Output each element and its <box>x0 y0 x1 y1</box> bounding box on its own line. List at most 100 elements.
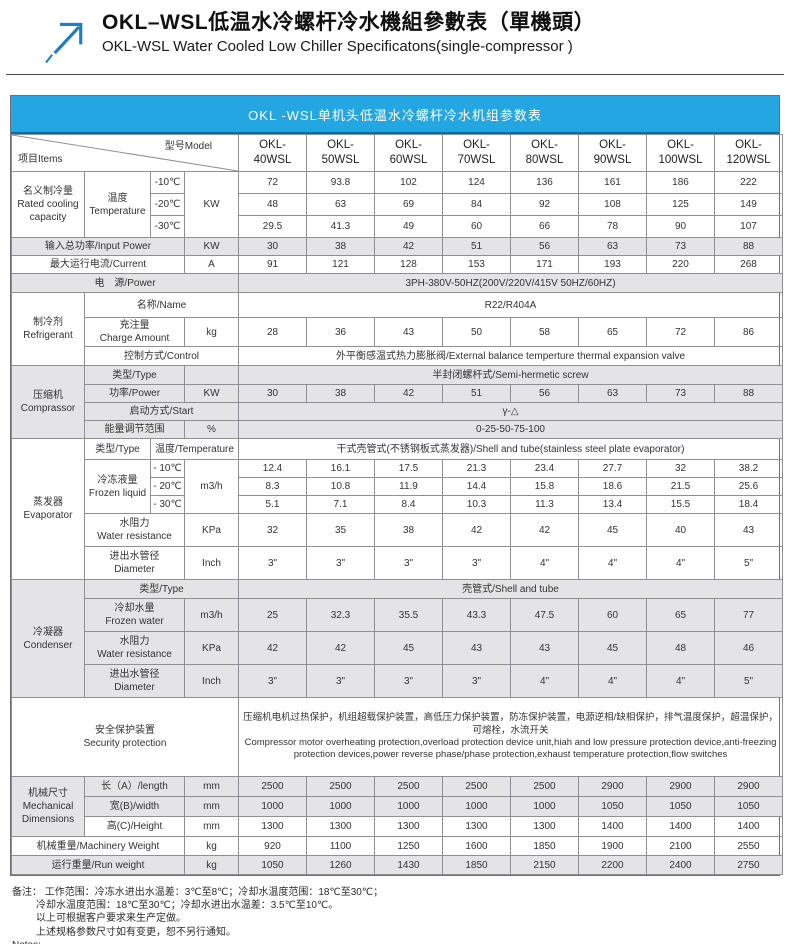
spec-cell: KPa <box>184 631 239 665</box>
spec-row: -30℃ 29.5 41.3 49 60 66 78 90 107 <box>12 215 783 238</box>
spec-cell: 启动方式/Start <box>84 402 239 421</box>
value-cell: 1000 <box>374 796 443 817</box>
spec-cell: 控制方式/Control <box>84 346 239 366</box>
value-cell: 60 <box>578 598 647 632</box>
value-cell: 5" <box>714 664 783 698</box>
spec-row: 机械尺寸 Mechanical Dimensions 长（A）/length mm 2… <box>11 776 783 837</box>
value-cell: 35 <box>306 513 375 547</box>
value-cell: 1050 <box>238 855 307 875</box>
value-cell: 108 <box>578 193 647 216</box>
note-line: Notes: <box>12 939 778 944</box>
value-cell: 2500 <box>442 776 511 797</box>
spec-cell: A <box>184 255 239 274</box>
spec-cell: 压缩机 Comprassor <box>11 365 85 439</box>
value-cell: 92 <box>510 193 579 216</box>
value-cell: 46 <box>714 631 783 665</box>
spec-cell: mm <box>184 796 239 817</box>
model-column-header: OKL- 70WSL <box>442 134 511 172</box>
spec-cell: 进出水管径 Diameter <box>84 546 185 580</box>
page-subtitle: OKL-WSL Water Cooled Low Chiller Specifi… <box>102 38 573 56</box>
spec-row: 机械重量/Machinery Weight kg 920 1100 1250 1600 18… <box>11 836 783 856</box>
spec-cell: 输入总功率/Input Power <box>11 237 185 256</box>
value-cell: 149 <box>714 193 783 216</box>
value-cell: 21.3 <box>442 459 511 478</box>
spec-cell: 制冷剂 Refrigerant <box>11 292 85 366</box>
spec-cell: 冷却水量 Frozen water <box>84 598 185 632</box>
value-cell: 14.4 <box>442 477 511 496</box>
spec-cell: - 10℃ <box>150 459 185 478</box>
value-cell: 4" <box>510 546 579 580</box>
spec-cell: kg <box>184 855 239 875</box>
model-column-header: OKL- 120WSL <box>714 134 783 172</box>
value-cell: 90 <box>646 215 715 238</box>
spec-row: 控制方式/Control 外平衡感温式热力膨胀阀/External balance… <box>12 346 783 366</box>
value-cell: 45 <box>374 631 443 665</box>
spec-cell: 宽(B)/width <box>84 796 185 817</box>
title-block: OKL–WSL低温水冷螺杆冷水機組參數表（單機頭） OKL-WSL Water … <box>102 10 595 55</box>
spec-row: 功率/Power KW 30 38 42 51 56 63 73 88 <box>12 384 783 403</box>
spec-cell: kg <box>184 836 239 856</box>
spec-cell: γ-△ <box>238 402 783 421</box>
model-column-header: OKL- 80WSL <box>510 134 579 172</box>
value-cell: 1900 <box>578 836 647 856</box>
value-cell: 65 <box>646 598 715 632</box>
spec-cell: 名义制冷量 Rated cooling capacity <box>11 171 85 238</box>
spec-row: 最大运行电流/Current A 91 121 128 153 171 193 220 268 <box>11 255 783 274</box>
value-cell: 5.1 <box>238 495 307 514</box>
value-cell: 161 <box>578 171 647 194</box>
value-cell: 72 <box>238 171 307 194</box>
value-cell: 25 <box>238 598 307 632</box>
value-cell: 42 <box>306 631 375 665</box>
value-cell: 15.8 <box>510 477 579 496</box>
spec-cell: kg <box>184 317 239 347</box>
corner-header-cell: 项目Items 型号Model <box>11 134 239 172</box>
value-cell: 42 <box>442 513 511 547</box>
value-cell: 11.9 <box>374 477 443 496</box>
value-cell: 10.8 <box>306 477 375 496</box>
spec-row: 充注量 Charge Amount kg 28 36 43 50 58 65 72 86 <box>12 317 783 347</box>
spec-cell: 功率/Power <box>84 384 185 403</box>
value-cell: 48 <box>238 193 307 216</box>
spec-row: 启动方式/Start γ-△ <box>12 402 783 421</box>
spec-row: 高(C)/Height mm 1300 1300 1300 1300 1300 1400 140… <box>12 816 783 837</box>
value-cell: 30 <box>238 384 307 403</box>
value-cell: 88 <box>714 384 783 403</box>
value-cell: 1250 <box>374 836 443 856</box>
note-line: 以上可根据客户要求来生产定做。 <box>36 913 186 925</box>
spec-row: 水阻力 Water resistance KPa 32 35 38 42 42 45 40 43 <box>12 513 783 547</box>
value-cell: 2500 <box>238 776 307 797</box>
value-cell: 1050 <box>714 796 783 817</box>
value-cell: 43 <box>374 317 443 347</box>
value-cell: 93.8 <box>306 171 375 194</box>
spec-cell: Inch <box>184 664 239 698</box>
value-cell: 27.7 <box>578 459 647 478</box>
value-cell: 23.4 <box>510 459 579 478</box>
spec-cell: m3/h <box>184 459 239 514</box>
model-column-header: OKL- 50WSL <box>306 134 375 172</box>
spec-cell: Inch <box>184 546 239 580</box>
spec-row: 蒸发器 Evaporator 类型/Type 温度/Temperature 干式壳管式… <box>11 438 783 580</box>
value-cell: 29.5 <box>238 215 307 238</box>
spec-row: 输入总功率/Input Power KW 30 38 42 51 56 63 73 88 <box>11 237 783 256</box>
value-cell: 48 <box>646 631 715 665</box>
value-cell: 38 <box>306 237 375 256</box>
value-cell: 38 <box>306 384 375 403</box>
value-cell: 45 <box>578 513 647 547</box>
spec-cell: R22/R404A <box>238 292 783 318</box>
diagonal-line <box>12 135 238 171</box>
spec-row: - 20℃ 8.3 10.8 11.9 14.4 15.8 18.6 21.5 25.6 <box>12 477 783 496</box>
value-cell: 193 <box>578 255 647 274</box>
value-cell: 43 <box>510 631 579 665</box>
note-line: 上述规格参数尺寸如有变更，恕不另行通知。 <box>36 926 236 938</box>
value-cell: 1400 <box>578 816 647 837</box>
model-header-label: 型号Model <box>164 141 212 152</box>
table-banner: OKL -WSL单机头低温水冷螺杆冷水机组参数表 <box>11 96 779 134</box>
value-cell: 1430 <box>374 855 443 875</box>
spec-table: OKL -WSL单机头低温水冷螺杆冷水机组参数表 项目Items 型号Model O… <box>10 95 783 876</box>
value-cell: 1400 <box>646 816 715 837</box>
value-cell: 2900 <box>578 776 647 797</box>
spec-cell: 最大运行电流/Current <box>11 255 185 274</box>
value-cell: 186 <box>646 171 715 194</box>
spec-row: 水阻力 Water resistance KPa 42 42 45 43 43 45 48 46 <box>12 631 783 665</box>
value-cell: 4" <box>646 546 715 580</box>
